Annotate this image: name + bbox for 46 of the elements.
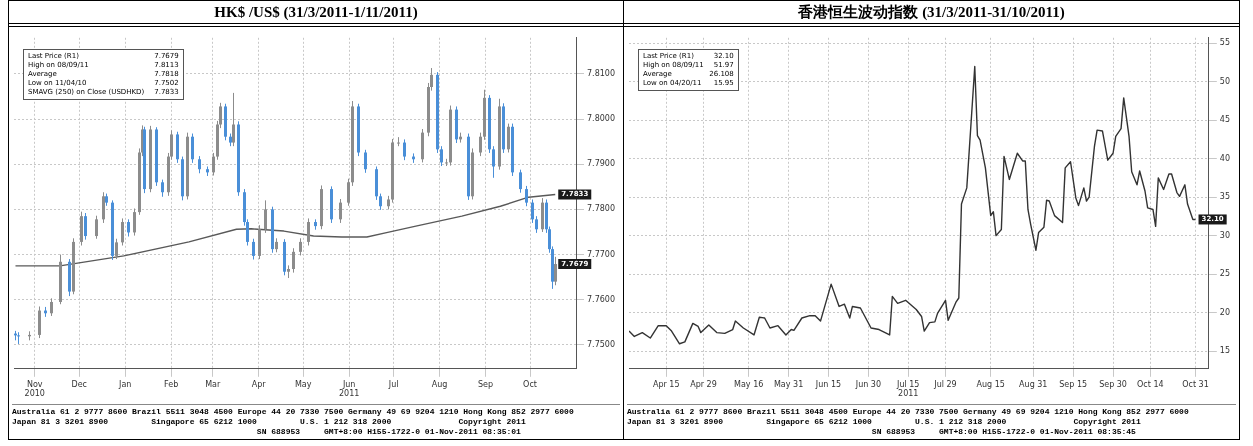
chart-title: 香港恒生波动指数 (31/3/2011-31/10/2011) [624, 1, 1239, 27]
x-tick-label: Oct [523, 379, 537, 389]
y-tick-label: 7.7500 [587, 339, 616, 349]
text: Australia 61 2 9777 8600 Brazil 5511 3048 4500 Europe 44 20 7330 7500 Germany 49 69 9204 1210 Hong Kong 852 2977 6000 Japan 81 3 3201 8900 Singapore 65 6212 1000 U.S. 1 212 318 2000 Copyright 2011 SN 688953 GMT+8:00 H155-1722-0 01-Nov-2011 08:35:45 [627, 404, 1236, 437]
x-tick-label: Nov 2010 [24, 379, 45, 399]
y-tick-label: 7.8100 [587, 69, 616, 78]
x-tick-label: Jul 29 [933, 379, 957, 389]
y-tick-label: 7.7700 [587, 249, 616, 259]
y-tick-label: 7.7600 [587, 294, 616, 304]
x-tick-label: Jun 30 [854, 379, 881, 389]
x-tick-label: May 16 [734, 379, 764, 389]
chart-title: HK$ /US$ (31/3/2011-1/11/2011) [9, 1, 623, 27]
y-tick-label: 7.8000 [587, 114, 616, 124]
y-tick-label: 20 [1219, 307, 1231, 317]
x-tick-label: Sep 30 [1099, 379, 1127, 389]
x-tick-label: Aug 15 [976, 379, 1005, 389]
x-tick-label: Jun 15 [814, 379, 842, 389]
x-tick-label: Feb [164, 379, 179, 389]
x-tick-label: Jul [387, 379, 399, 389]
y-tick-label: 40 [1219, 153, 1231, 163]
x-tick-label: Mar [205, 379, 221, 389]
y-tick-label: 15 [1219, 346, 1231, 356]
y-tick-label: 35 [1219, 192, 1231, 202]
x-tick-label: Jun 2011 [338, 379, 360, 399]
x-tick-label: Oct 14 [1137, 379, 1164, 389]
x-tick-label: Apr 29 [690, 379, 717, 389]
y-tick-label: 30 [1219, 230, 1231, 240]
x-tick-label: Aug 31 [1019, 379, 1048, 389]
x-tick-label: Apr 15 [652, 379, 680, 389]
y-tick-label: 7.7900 [587, 159, 616, 169]
x-tick-label: Dec [71, 379, 87, 389]
x-tick-label: Aug [431, 379, 448, 389]
x-tick-label: Sep [478, 379, 494, 389]
y-tick-label: 55 [1219, 38, 1231, 48]
x-tick-label: Sep 15 [1059, 379, 1088, 389]
x-tick-label: Jul 15 2011 [896, 379, 920, 399]
x-tick-label: May 31 [773, 379, 804, 389]
x-tick-label: May [294, 379, 312, 389]
y-tick-label: 7.7800 [587, 204, 616, 214]
x-tick-label: Apr [251, 379, 267, 389]
x-tick-label: Jan [118, 379, 132, 389]
y-tick-label: 25 [1219, 269, 1231, 279]
y-tick-label: 45 [1219, 115, 1231, 125]
x-tick-label: Oct 31 [1182, 379, 1209, 389]
text: Australia 61 2 9777 8600 Brazil 5511 3048 4500 Europe 44 20 7330 7500 Germany 49 69 9204 1210 Hong Kong 852 2977 6000 Japan 81 3 3201 8900 Singapore 65 6212 1000 U.S. 1 212 318 2000 Copyright 2011 SN 688953 GMT+8:00 H155-1722-0 01-Nov-2011 08:35:01 [12, 404, 620, 437]
y-tick-label: 50 [1219, 76, 1231, 86]
